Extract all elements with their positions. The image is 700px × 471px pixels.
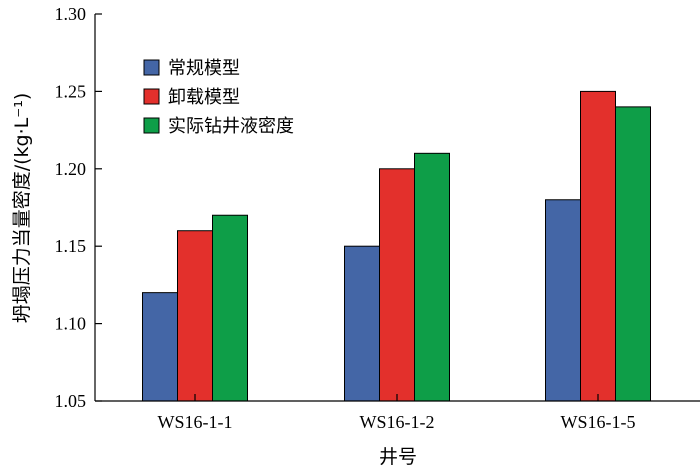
y-tick-label: 1.10 [55, 314, 87, 334]
legend-swatch [143, 117, 160, 134]
legend-swatch [143, 59, 160, 76]
y-tick-label: 1.05 [55, 391, 87, 411]
bar [615, 106, 651, 402]
y-ticks: 1.05 1.10 1.15 1.20 1.25 1.30 [55, 4, 102, 411]
bar [212, 214, 248, 402]
legend-label: 常规模型 [168, 58, 240, 79]
x-ticks: WS16-1-1 WS16-1-2 WS16-1-5 [158, 394, 636, 432]
bar [545, 199, 581, 402]
bar [580, 90, 616, 402]
y-tick-label: 1.25 [55, 81, 87, 101]
x-tick-label: WS16-1-5 [561, 412, 636, 432]
y-axis-title: 坍塌压力当量密度/(kg·L⁻¹) [11, 93, 33, 324]
legend-label: 实际钻井液密度 [168, 116, 294, 137]
bar [379, 168, 415, 402]
legend-swatch [143, 88, 160, 105]
x-tick-label: WS16-1-1 [158, 412, 233, 432]
bar [414, 152, 450, 402]
bar [177, 230, 213, 402]
y-tick-label: 1.20 [55, 159, 87, 179]
bar [344, 245, 380, 402]
bars-layer [142, 90, 651, 402]
legend-label: 卸载模型 [168, 87, 240, 108]
x-axis-title: 井号 [379, 446, 417, 468]
x-tick-label: WS16-1-2 [360, 412, 435, 432]
bar [142, 292, 178, 402]
y-tick-label: 1.30 [55, 4, 87, 24]
y-tick-label: 1.15 [55, 236, 87, 256]
